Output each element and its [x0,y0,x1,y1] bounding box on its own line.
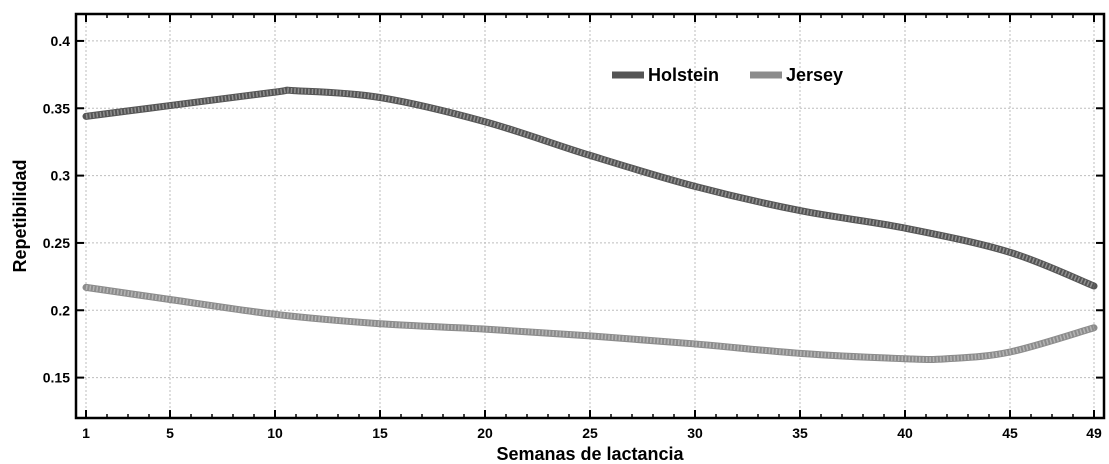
plot-frame [74,12,1106,420]
x-tick-label: 15 [372,425,388,441]
series-line-holstein [82,86,1098,290]
x-tick-label: 1 [82,425,90,441]
series-texture-jersey [85,284,1095,363]
x-tick-label: 35 [792,425,808,441]
legend-label-holstein: Holstein [648,65,719,85]
series-texture-holstein [85,87,1095,289]
y-tick-label: 0.3 [51,168,71,184]
x-tick-label: 5 [166,425,174,441]
legend: Holstein Jersey [612,65,843,85]
series-line-jersey [82,283,1098,364]
x-tick-label: 10 [267,425,283,441]
legend-label-jersey: Jersey [786,65,843,85]
x-tick-label: 40 [897,425,913,441]
y-tick-label: 0.15 [43,370,70,386]
x-tick-label: 30 [687,425,703,441]
x-tick-label: 20 [477,425,493,441]
y-tick-labels: 0.15 0.2 0.25 0.3 0.35 0.4 [43,33,70,386]
axis-ticks [76,14,1104,418]
y-tick-label: 0.35 [43,100,70,116]
y-tick-label: 0.25 [43,235,70,251]
y-tick-label: 0.2 [51,302,71,318]
y-tick-label: 0.4 [51,33,71,49]
series-lines [82,86,1098,364]
x-tick-label: 45 [1002,425,1018,441]
x-axis-title: Semanas de lactancia [496,444,684,464]
y-axis-title: Repetibilidad [10,159,30,272]
x-tick-label: 49 [1086,425,1102,441]
x-tick-labels: 1 5 10 15 20 25 30 35 40 45 49 [82,425,1102,441]
x-tick-label: 25 [582,425,598,441]
grid [76,14,1104,418]
